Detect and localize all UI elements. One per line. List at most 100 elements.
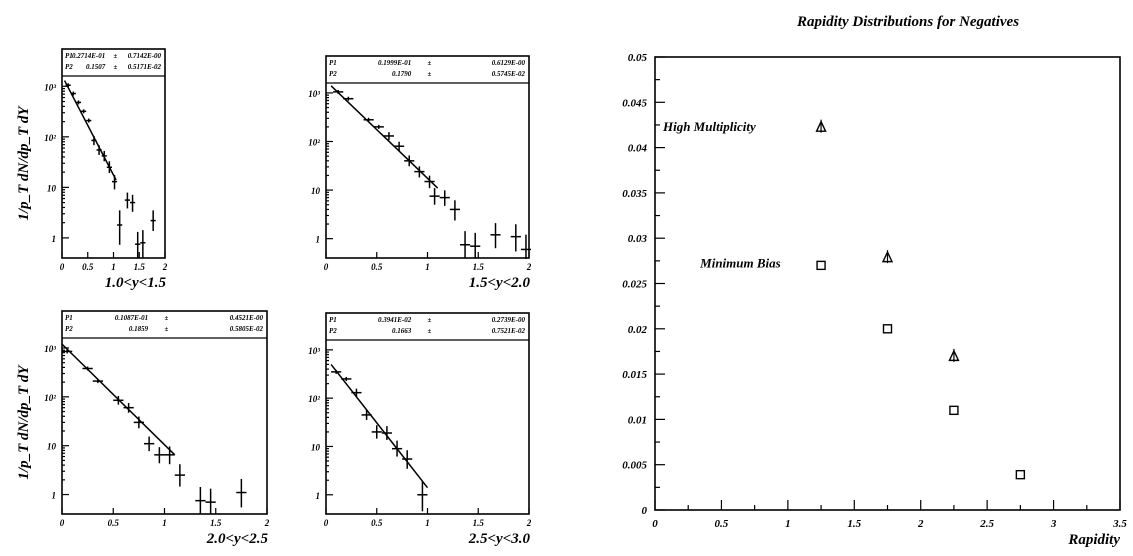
y-tick-label: 10 (47, 442, 57, 452)
x-tick-label: 0 (60, 262, 65, 272)
pt-panel-1: P1 0.2714E-01 ±0.7142E-00 P2 0.1507 ±0.5171E-… (16, 48, 168, 291)
y-tick-label: 10 (311, 442, 321, 452)
data-point (449, 200, 460, 221)
stat-error: 0.7142E-00 (128, 52, 162, 60)
x-tick-label: 1 (785, 518, 791, 530)
stat-pm: ± (428, 316, 432, 324)
x-tick-label: 1.5 (210, 518, 222, 528)
data-point (363, 117, 374, 122)
stat-pm: ± (114, 52, 118, 60)
y-axis-label: 1/p_T dN/dp_T dY (16, 364, 32, 480)
y-tick-label: 10³ (308, 346, 320, 356)
data-point (351, 388, 362, 397)
pt-panel-2: P1 0.1999E-01 ±0.6129E-00 P2 0.1790 ±0.5745E-… (308, 55, 532, 291)
fit-line (330, 85, 439, 189)
x-axis-label: Rapidity (1067, 532, 1120, 548)
data-point (135, 231, 141, 258)
x-tick-label: 2 (526, 262, 532, 272)
stat-pm: ± (428, 327, 432, 335)
data-point (117, 210, 123, 245)
fit-line (63, 80, 117, 181)
annotation: High Multiplicity (662, 119, 756, 134)
x-tick-label: 2 (264, 518, 270, 528)
square-marker (1015, 469, 1026, 480)
data-point (96, 145, 102, 155)
x-tick-label: 1 (425, 518, 430, 528)
data-point (133, 416, 144, 429)
plot-frame (325, 55, 530, 259)
y-tick-label: 1 (52, 491, 57, 501)
data-point (205, 488, 216, 514)
x-tick-label: 1.5 (473, 262, 485, 272)
data-point (124, 192, 130, 209)
x-tick-label: 1.5 (847, 518, 861, 530)
data-point (383, 132, 395, 141)
data-point (75, 100, 82, 105)
stat-name: P2 (329, 70, 337, 78)
x-tick-label: 3 (1050, 518, 1057, 530)
data-point (111, 175, 118, 190)
data-point (101, 150, 107, 162)
x-tick-label: 2 (917, 518, 924, 530)
y-tick-label: 0 (642, 505, 648, 517)
data-point (86, 118, 92, 123)
data-point (424, 175, 435, 189)
x-tick-label: 0 (324, 518, 329, 528)
data-point (140, 230, 146, 258)
data-point (510, 224, 521, 252)
stat-name: P2 (329, 327, 337, 335)
x-tick-label: 2 (526, 518, 532, 528)
data-point (65, 83, 71, 88)
x-tick-label: 2.5 (979, 518, 994, 530)
data-point (150, 210, 156, 231)
stat-value: 0.1859 (129, 325, 149, 333)
y-tick-label: 10 (47, 183, 57, 193)
data-point (439, 190, 450, 206)
stat-error: 0.4521E-00 (230, 314, 264, 322)
square-marker (816, 260, 826, 271)
x-tick-label: 0.5 (371, 262, 383, 272)
y-tick-label: 0.02 (628, 324, 648, 336)
data-point (391, 440, 403, 457)
data-point (429, 188, 440, 205)
y-tick-label: 1 (316, 491, 321, 501)
panel-title: 2.5<y<3.0 (468, 531, 531, 547)
y-tick-label: 10³ (44, 82, 56, 92)
data-point (62, 349, 73, 354)
stat-pm: ± (165, 314, 169, 322)
stat-error: 0.5171E-02 (128, 63, 162, 71)
data-point (164, 446, 175, 465)
data-point (394, 141, 405, 152)
stat-value: 0.2714E-01 (72, 52, 105, 60)
stat-value: 0.1507 (86, 63, 106, 71)
x-tick-label: 0.5 (108, 518, 120, 528)
y-tick-label: 0.035 (622, 188, 647, 200)
x-tick-label: 1.5 (134, 262, 146, 272)
stat-pm: ± (114, 63, 118, 71)
data-point (195, 486, 206, 514)
y-tick-label: 0.015 (622, 369, 647, 381)
y-tick-label: 10² (44, 393, 56, 403)
stat-error: 0.2739E-00 (492, 316, 526, 324)
stat-value: 0.1087E-01 (115, 314, 148, 322)
stat-pm: ± (428, 70, 432, 78)
data-point (113, 395, 124, 405)
data-point (341, 376, 352, 381)
rapidity-panel: Rapidity Distributions for Negatives 0 0.5… (622, 14, 1127, 548)
y-tick-label: 0.005 (622, 460, 647, 472)
x-tick-label: 3.5 (1112, 518, 1127, 530)
stat-name: P1 (65, 52, 73, 60)
pt-panel-4: P1 0.3941E-02 ±0.2739E-00 P2 0.1663 ±0.7521E-… (308, 312, 532, 547)
y-tick-label: 10² (44, 133, 56, 143)
stat-error: 0.6129E-00 (492, 59, 526, 67)
stat-name: P2 (65, 325, 73, 333)
data-point (371, 425, 382, 439)
x-tick-label: 0 (324, 262, 329, 272)
stat-error: 0.7521E-02 (492, 327, 526, 335)
x-tick-label: 0.5 (371, 518, 383, 528)
stat-name: P1 (329, 316, 337, 324)
x-tick-label: 0.5 (715, 518, 729, 530)
y-tick-label: 0.04 (628, 143, 648, 155)
stat-value: 0.3941E-02 (378, 316, 412, 324)
